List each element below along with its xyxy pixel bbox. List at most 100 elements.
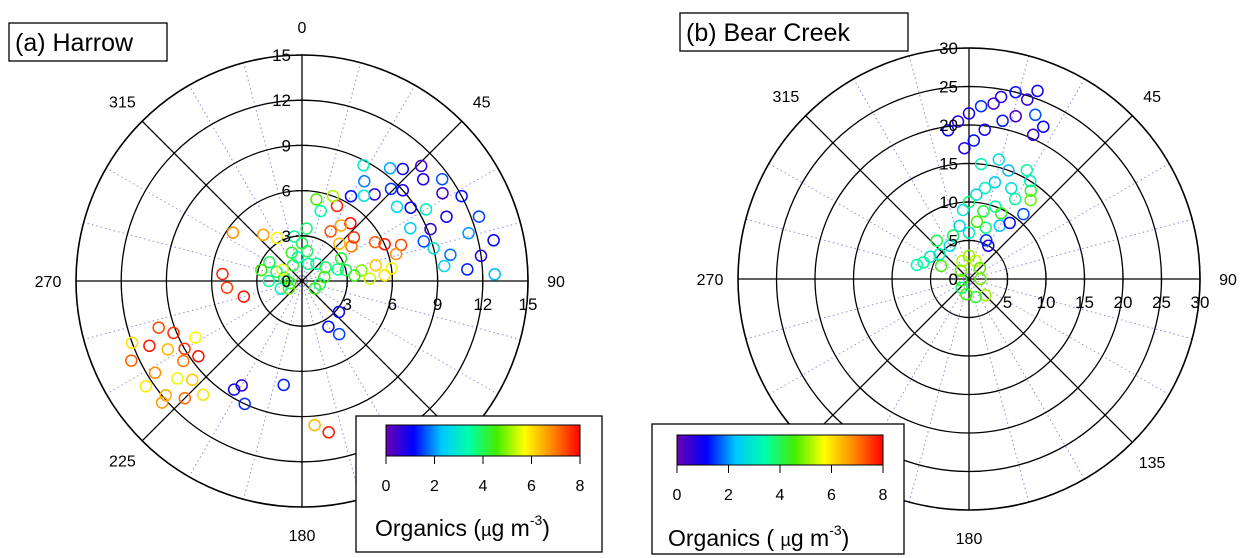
data-point	[1031, 84, 1044, 98]
data-point	[979, 221, 992, 234]
data-point	[988, 176, 1002, 189]
data-point	[978, 181, 992, 195]
data-point	[378, 237, 391, 251]
data-point	[1009, 109, 1022, 123]
minor-spoke-line	[83, 280, 303, 340]
polar-grid-bear-creek	[737, 47, 1201, 511]
data-point	[930, 234, 944, 247]
data-point	[472, 210, 486, 223]
major-spoke-line	[301, 280, 463, 442]
minor-spoke-line	[243, 280, 303, 500]
radial-tick-label: 25	[939, 78, 958, 97]
data-point	[455, 189, 468, 203]
data-point	[238, 397, 251, 411]
data-point	[152, 321, 165, 334]
angle-label: 270	[697, 272, 724, 289]
radial-tick-label: 15	[939, 155, 958, 174]
minor-spoke-line	[301, 280, 521, 340]
minor-spoke-line	[301, 280, 498, 395]
data-point	[357, 159, 370, 172]
data-point	[1021, 93, 1034, 106]
data-point	[962, 226, 976, 240]
data-point	[125, 336, 139, 350]
angle-label: 315	[773, 89, 800, 106]
minor-spoke-line	[301, 280, 361, 500]
data-point	[941, 124, 955, 137]
radial-tick-label: 30	[1191, 293, 1210, 312]
data-point	[308, 282, 322, 295]
data-point	[286, 259, 300, 272]
data-point	[970, 188, 983, 201]
data-point	[1024, 193, 1037, 207]
data-point	[276, 263, 289, 276]
data-point	[933, 248, 946, 261]
data-point	[1008, 192, 1022, 206]
data-point	[322, 320, 335, 333]
radial-labels-bear-creek: 0 5 5 10 10 15 15 20 20 25 25 30 30	[939, 39, 1209, 312]
data-point	[1024, 184, 1038, 197]
colorbar-tick-label: 6	[527, 478, 536, 495]
radial-tick-label: 6	[282, 182, 291, 201]
data-point	[974, 157, 988, 171]
radial-tick-label: 0	[949, 270, 958, 289]
colorbar-tick-label: 0	[382, 478, 391, 495]
data-point	[962, 107, 976, 120]
data-point	[910, 258, 924, 272]
data-point	[318, 270, 331, 284]
data-point	[970, 215, 984, 229]
data-point	[274, 282, 288, 295]
data-point	[427, 241, 440, 255]
data-point	[177, 354, 190, 368]
data-point	[978, 123, 991, 136]
data-point	[414, 159, 428, 173]
data-point	[322, 426, 335, 439]
data-point	[956, 254, 969, 268]
data-point	[954, 264, 968, 278]
data-point	[308, 418, 321, 432]
colorbar-tick-label: 4	[479, 478, 488, 495]
data-point	[314, 204, 327, 218]
angle-label: 45	[1143, 89, 1161, 106]
data-point	[332, 305, 346, 319]
data-point	[435, 172, 449, 186]
data-point	[368, 235, 382, 249]
colorbar-tick-label: 0	[673, 487, 682, 504]
major-spoke-line	[968, 278, 1133, 443]
data-point	[424, 222, 437, 236]
data-point	[125, 354, 138, 367]
data-point	[344, 189, 358, 203]
major-spoke-line	[141, 120, 303, 282]
radial-tick-label: 15	[272, 46, 291, 65]
data-point	[979, 234, 993, 247]
data-point	[1020, 163, 1034, 177]
data-point	[383, 161, 397, 175]
data-point	[378, 268, 391, 282]
radial-tick-label: 9	[282, 136, 291, 155]
data-point	[368, 188, 381, 201]
data-point	[474, 249, 488, 263]
data-point	[982, 239, 995, 252]
data-point	[956, 203, 970, 217]
data-point	[1029, 108, 1042, 122]
data-point	[255, 263, 268, 277]
minor-spoke-line	[243, 62, 303, 282]
radial-tick-label: 10	[939, 193, 958, 212]
data-point	[389, 247, 403, 261]
data-point	[189, 331, 202, 344]
data-point	[444, 248, 457, 262]
radial-tick-label: 25	[1152, 293, 1171, 312]
colorbar-tick-label: 2	[724, 487, 733, 504]
data-point	[1003, 216, 1016, 230]
data-point	[257, 228, 270, 242]
data-point	[419, 203, 433, 216]
data-point	[220, 281, 234, 294]
data-point	[159, 389, 173, 402]
data-point	[334, 219, 348, 232]
data-point	[270, 265, 283, 278]
minor-spoke-line	[106, 167, 303, 282]
data-point	[396, 184, 410, 197]
data-point	[300, 222, 313, 235]
radial-tick-label: 15	[519, 295, 538, 314]
